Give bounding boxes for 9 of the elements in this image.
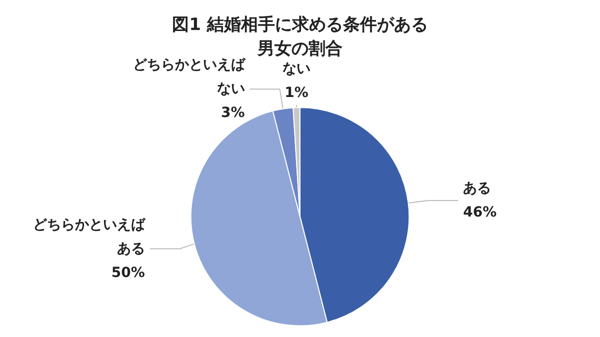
slice-label: どちらかといえばある	[32, 216, 146, 257]
slice-label: どちらかといえばない	[132, 57, 246, 98]
data-label: 1%	[284, 85, 308, 102]
data-label: 3%	[221, 105, 245, 122]
chart-title: 図1 結婚相手に求める条件がある男女の割合	[172, 15, 428, 59]
slice-label: ない	[282, 61, 311, 78]
data-label: 46%	[463, 204, 497, 220]
slice-label: ある	[463, 180, 492, 196]
data-label: 50%	[111, 264, 145, 281]
